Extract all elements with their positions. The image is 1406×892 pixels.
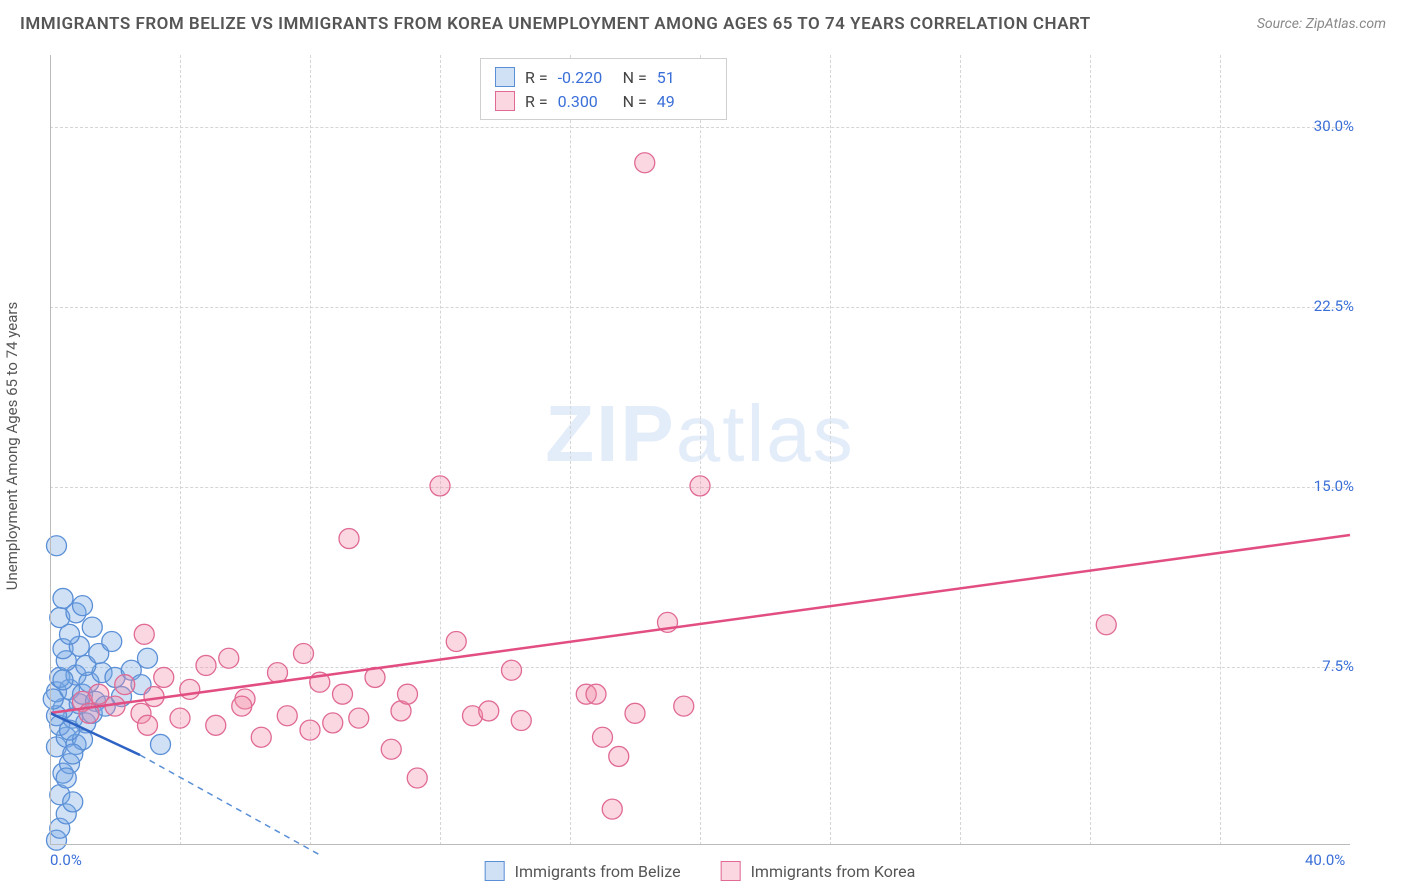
scatter-point: [73, 596, 93, 616]
stats-legend-box: R = -0.220 N = 51 R = 0.300 N = 49: [480, 58, 727, 120]
scatter-point: [219, 648, 239, 668]
scatter-point: [300, 720, 320, 740]
scatter-point: [446, 632, 466, 652]
scatter-point: [115, 675, 135, 695]
stats-n-label: N =: [623, 68, 647, 87]
scatter-point: [151, 734, 171, 754]
scatter-point: [277, 706, 297, 726]
chart-title: IMMIGRANTS FROM BELIZE VS IMMIGRANTS FRO…: [20, 14, 1091, 34]
stats-row: R = -0.220 N = 51: [495, 65, 712, 89]
scatter-point: [53, 588, 73, 608]
scatter-point: [294, 643, 314, 663]
scatter-point: [206, 715, 226, 735]
x-tick-label: 0.0%: [50, 851, 82, 869]
stats-n-value: 49: [657, 92, 712, 111]
legend-item: Immigrants from Belize: [485, 861, 681, 881]
y-tick-label: 22.5%: [1314, 297, 1354, 315]
scatter-point: [593, 727, 613, 747]
scatter-point: [63, 744, 83, 764]
scatter-point: [349, 708, 369, 728]
stats-r-label: R =: [525, 68, 548, 87]
legend-swatch: [485, 861, 505, 881]
scatter-point: [154, 667, 174, 687]
x-tick-label: 40.0%: [1305, 851, 1345, 869]
scatter-point: [333, 684, 353, 704]
y-axis-label: Unemployment Among Ages 65 to 74 years: [3, 302, 21, 590]
source-attribution: Source: ZipAtlas.com: [1257, 16, 1386, 32]
scatter-point: [323, 713, 343, 733]
scatter-point: [251, 727, 271, 747]
scatter-point: [53, 670, 73, 690]
scatter-point: [479, 701, 499, 721]
scatter-point: [609, 746, 629, 766]
scatter-point: [138, 648, 158, 668]
stats-r-value: 0.300: [558, 92, 613, 111]
chart-plot-area: ZIPatlas R =-0.220N =51R = 0.300N =49 7.…: [50, 55, 1350, 845]
scatter-plot-svg: [50, 55, 1350, 845]
scatter-point: [180, 679, 200, 699]
scatter-point: [602, 799, 622, 819]
stats-n-label: N =: [623, 92, 647, 111]
legend-label: Immigrants from Korea: [751, 862, 916, 881]
scatter-point: [398, 684, 418, 704]
scatter-point: [625, 703, 645, 723]
scatter-point: [47, 536, 67, 556]
scatter-point: [1096, 615, 1116, 635]
scatter-point: [407, 768, 427, 788]
scatter-point: [82, 617, 102, 637]
stats-r-value: -0.220: [558, 68, 613, 87]
trend-line: [140, 755, 320, 855]
scatter-point: [502, 660, 522, 680]
legend-item: Immigrants from Korea: [721, 861, 916, 881]
bottom-legend: Immigrants from Belize Immigrants from Ko…: [485, 861, 916, 881]
scatter-point: [674, 696, 694, 716]
y-tick-label: 15.0%: [1314, 477, 1354, 495]
scatter-point: [635, 153, 655, 173]
y-tick-label: 30.0%: [1314, 117, 1354, 135]
scatter-point: [43, 689, 63, 709]
scatter-point: [232, 696, 252, 716]
stats-row: R = 0.300 N = 49: [495, 89, 712, 113]
scatter-point: [63, 792, 83, 812]
scatter-point: [170, 708, 190, 728]
stats-n-value: 51: [657, 68, 712, 87]
y-tick-label: 7.5%: [1322, 657, 1354, 675]
legend-label: Immigrants from Belize: [515, 862, 681, 881]
stats-swatch: [495, 91, 515, 111]
scatter-point: [381, 739, 401, 759]
scatter-point: [102, 632, 122, 652]
scatter-point: [339, 529, 359, 549]
stats-swatch: [495, 67, 515, 87]
scatter-point: [134, 624, 154, 644]
scatter-point: [196, 655, 216, 675]
scatter-point: [586, 684, 606, 704]
scatter-point: [511, 711, 531, 731]
scatter-point: [690, 476, 710, 496]
scatter-point: [430, 476, 450, 496]
trend-line: [50, 535, 1350, 713]
stats-r-label: R =: [525, 92, 548, 111]
legend-swatch: [721, 861, 741, 881]
scatter-point: [56, 768, 76, 788]
scatter-point: [138, 715, 158, 735]
